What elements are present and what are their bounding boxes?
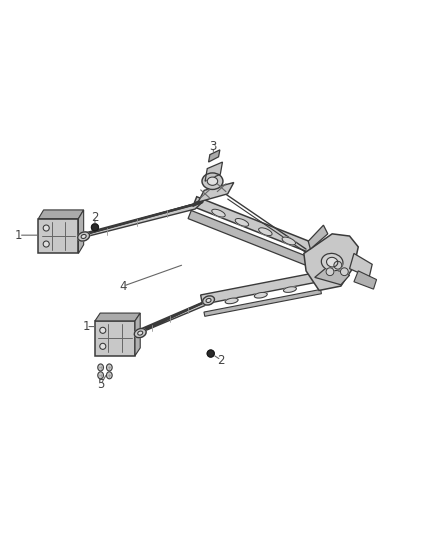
Ellipse shape (225, 298, 238, 304)
Text: 4: 4 (120, 280, 127, 293)
Ellipse shape (134, 328, 146, 338)
Ellipse shape (202, 173, 223, 189)
Ellipse shape (282, 237, 296, 245)
Ellipse shape (235, 219, 249, 227)
Polygon shape (201, 272, 319, 304)
Ellipse shape (81, 235, 86, 238)
Polygon shape (39, 219, 78, 254)
Polygon shape (205, 162, 223, 181)
Polygon shape (95, 313, 140, 321)
Polygon shape (39, 210, 84, 219)
Circle shape (43, 241, 49, 247)
Ellipse shape (106, 364, 112, 371)
Polygon shape (198, 182, 234, 202)
Ellipse shape (98, 364, 103, 371)
Ellipse shape (78, 232, 89, 241)
Text: 1: 1 (82, 320, 90, 333)
Polygon shape (78, 210, 84, 254)
Polygon shape (188, 211, 313, 267)
Ellipse shape (254, 293, 267, 298)
Polygon shape (77, 201, 203, 239)
Polygon shape (135, 313, 140, 356)
Ellipse shape (203, 296, 215, 305)
Circle shape (100, 327, 106, 333)
Polygon shape (208, 150, 220, 162)
Ellipse shape (206, 298, 211, 303)
Polygon shape (315, 266, 350, 285)
Polygon shape (308, 225, 328, 249)
Ellipse shape (207, 177, 218, 185)
Polygon shape (95, 321, 135, 356)
Polygon shape (193, 197, 318, 255)
Text: 2: 2 (91, 211, 99, 224)
Circle shape (334, 261, 342, 269)
Ellipse shape (326, 257, 338, 267)
Polygon shape (354, 271, 377, 289)
Ellipse shape (321, 253, 343, 271)
Polygon shape (304, 234, 358, 290)
Polygon shape (204, 289, 321, 316)
Circle shape (43, 225, 49, 231)
Text: 3: 3 (210, 140, 217, 154)
Ellipse shape (258, 228, 272, 236)
Text: 1: 1 (15, 229, 22, 241)
Circle shape (326, 268, 334, 276)
Ellipse shape (283, 287, 297, 293)
Ellipse shape (212, 209, 225, 217)
Text: 5: 5 (97, 378, 104, 391)
Polygon shape (350, 254, 372, 277)
Ellipse shape (138, 331, 143, 335)
Circle shape (340, 268, 348, 276)
Text: 2: 2 (217, 353, 225, 367)
Polygon shape (133, 298, 213, 336)
Circle shape (92, 224, 99, 231)
Ellipse shape (106, 372, 112, 379)
Circle shape (100, 343, 106, 349)
Ellipse shape (98, 372, 103, 379)
Circle shape (207, 350, 214, 357)
